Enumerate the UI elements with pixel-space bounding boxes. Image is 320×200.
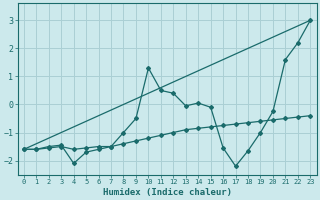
X-axis label: Humidex (Indice chaleur): Humidex (Indice chaleur) xyxy=(103,188,232,197)
